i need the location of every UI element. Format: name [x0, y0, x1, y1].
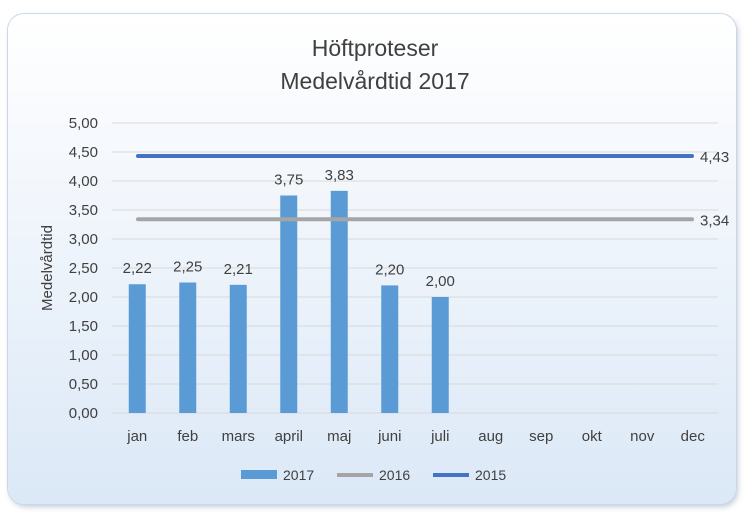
y-tick-label: 0,50	[69, 376, 98, 393]
y-tick-label: 1,50	[69, 318, 98, 335]
bar-data-label: 3,75	[274, 172, 303, 189]
legend-label: 2016	[379, 467, 410, 483]
x-tick-label: dec	[681, 428, 706, 445]
x-tick-label: mars	[222, 428, 255, 445]
x-tick-label: juni	[377, 428, 401, 445]
legend-swatch	[241, 470, 277, 479]
y-tick-label: 2,00	[69, 289, 98, 306]
y-tick-label: 3,50	[69, 202, 98, 219]
x-tick-label: april	[275, 428, 303, 445]
bar	[431, 297, 449, 413]
bar-data-label: 2,25	[173, 259, 202, 276]
y-tick-label: 2,50	[69, 260, 98, 277]
chart-frame	[8, 14, 736, 504]
x-tick-label: juli	[430, 428, 449, 445]
bar	[280, 195, 298, 413]
bar-data-label: 2,20	[375, 261, 404, 278]
bar-data-label: 2,21	[224, 261, 253, 278]
x-tick-label: nov	[630, 428, 655, 445]
x-tick-label: maj	[327, 428, 351, 445]
y-axis-title: Medelvårdtid	[39, 225, 56, 311]
x-tick-label: okt	[582, 428, 603, 445]
bar-data-label: 3,83	[325, 167, 354, 184]
line-data-label: 3,34	[700, 212, 729, 229]
legend-label: 2017	[283, 467, 314, 483]
line-data-label: 4,43	[700, 149, 729, 166]
bar	[381, 285, 399, 413]
x-tick-label: sep	[529, 428, 553, 445]
chart-title-line: Höftproteser	[312, 35, 439, 61]
y-tick-label: 0,00	[69, 405, 98, 422]
y-tick-label: 1,00	[69, 347, 98, 364]
y-tick-label: 4,00	[69, 173, 98, 190]
chart-title-line: Medelvårdtid 2017	[280, 68, 469, 94]
bar	[229, 284, 247, 413]
x-tick-label: feb	[177, 428, 198, 445]
bar	[330, 190, 348, 413]
y-tick-label: 4,50	[69, 144, 98, 161]
x-tick-label: jan	[126, 428, 147, 445]
bar-data-label: 2,00	[426, 273, 455, 290]
y-tick-label: 5,00	[69, 115, 98, 132]
bar	[128, 284, 146, 413]
bar-data-label: 2,22	[123, 260, 152, 277]
legend-label: 2015	[475, 467, 506, 483]
x-tick-label: aug	[478, 428, 503, 445]
y-tick-label: 3,00	[69, 231, 98, 248]
bar	[179, 282, 197, 413]
